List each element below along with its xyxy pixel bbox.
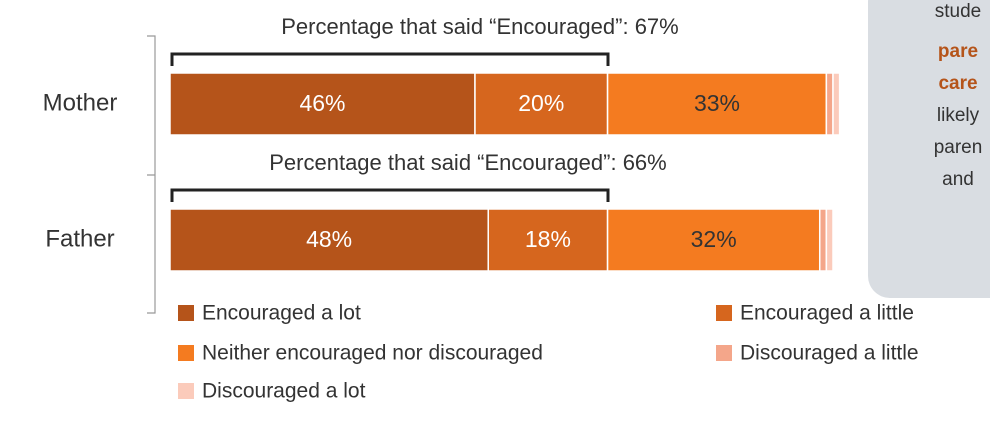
side-note-text: likely bbox=[937, 105, 980, 126]
legend-label: Neither encouraged nor discouraged bbox=[202, 342, 543, 365]
legend-label: Encouraged a little bbox=[740, 302, 914, 325]
legend-swatch bbox=[716, 345, 732, 361]
legend-swatch bbox=[178, 383, 194, 399]
legend-swatch bbox=[716, 305, 732, 321]
value-label: 18% bbox=[525, 226, 571, 252]
value-label: 32% bbox=[691, 226, 737, 252]
side-note-text: and bbox=[942, 169, 974, 190]
value-label: 20% bbox=[518, 90, 564, 116]
side-note-text: pare bbox=[938, 41, 978, 62]
legend-swatch bbox=[178, 345, 194, 361]
side-note-panel bbox=[868, 0, 990, 298]
bar-segment bbox=[818, 208, 828, 272]
bar-segment bbox=[832, 72, 841, 136]
legend-label: Discouraged a lot bbox=[202, 380, 366, 403]
category-axis bbox=[147, 35, 156, 314]
value-label: 33% bbox=[694, 90, 740, 116]
value-label: 46% bbox=[299, 90, 345, 116]
bracket bbox=[170, 188, 610, 202]
legend-label: Discouraged a little bbox=[740, 342, 919, 365]
category-label: Father bbox=[45, 225, 114, 252]
bar-segment bbox=[825, 208, 834, 272]
bar-segment bbox=[606, 208, 821, 272]
bar-segment bbox=[474, 72, 609, 136]
bar-segment bbox=[825, 72, 834, 136]
side-note-text: care bbox=[938, 73, 977, 94]
annotation: Percentage that said “Encouraged”: 67% bbox=[281, 14, 678, 39]
legend-label: Encouraged a lot bbox=[202, 302, 361, 325]
legend-swatch bbox=[178, 305, 194, 321]
annotation: Percentage that said “Encouraged”: 66% bbox=[269, 150, 666, 175]
category-label: Mother bbox=[43, 89, 118, 116]
bracket bbox=[170, 52, 610, 66]
side-note-text: paren bbox=[934, 137, 983, 158]
value-label: 48% bbox=[306, 226, 352, 252]
bar-segment bbox=[487, 208, 609, 272]
side-note-text: stude bbox=[935, 1, 981, 22]
